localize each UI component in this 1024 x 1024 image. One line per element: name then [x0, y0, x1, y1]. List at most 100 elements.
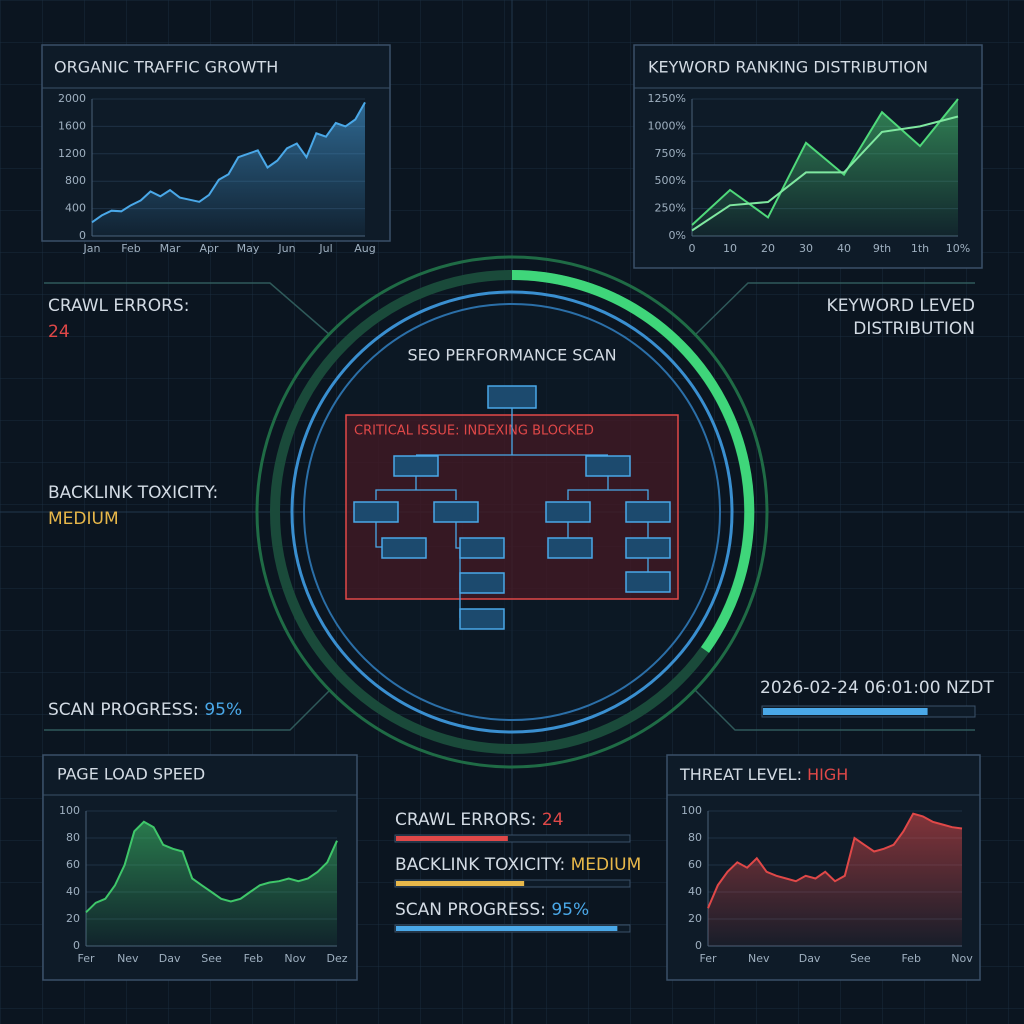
- summary-value: 95%: [551, 900, 589, 920]
- x-tick-label: 1th: [911, 242, 929, 255]
- y-tick-label: 60: [688, 858, 702, 871]
- status-label: SCAN PROGRESS:: [48, 700, 199, 720]
- line: [691, 98, 959, 226]
- y-tick-label: 750%: [655, 147, 686, 160]
- x-tick-label: May: [237, 242, 260, 255]
- x-tick-label: Feb: [901, 952, 920, 965]
- blue-ring: [290, 290, 734, 734]
- center-title: SEO PERFORMANCE SCAN: [407, 346, 616, 365]
- x-tick-label: Nev: [117, 952, 139, 965]
- status-label: CRAWL ERRORS:: [48, 296, 189, 316]
- status-value: 24: [48, 322, 70, 342]
- y-tick-label: 60: [66, 858, 80, 871]
- x-tick-label: Jul: [318, 242, 332, 255]
- site-tree: [353, 385, 671, 630]
- x-tick-label: Dez: [326, 952, 347, 965]
- x-tick-label: 10: [723, 242, 737, 255]
- y-tick-label: 1000%: [648, 119, 686, 132]
- x-tick-label: 9th: [873, 242, 891, 255]
- y-tick-label: 800: [65, 174, 86, 187]
- y-tick-label: 250%: [655, 202, 686, 215]
- leader-lines: [44, 282, 975, 731]
- area: [708, 813, 962, 946]
- panel-title-value: HIGH: [807, 765, 848, 784]
- y-tick-label: 1600: [58, 119, 86, 132]
- outer-ring: [255, 255, 769, 769]
- y-tick-label: 100: [59, 804, 80, 817]
- x-tick-label: Nov: [951, 952, 973, 965]
- summary-fill: [396, 926, 618, 931]
- status-line: SCAN PROGRESS: 95%: [48, 700, 242, 720]
- y-tick-label: 20: [688, 912, 702, 925]
- summary-label: BACKLINK TOXICITY:: [395, 855, 565, 875]
- x-tick-label: Jun: [277, 242, 295, 255]
- x-tick-label: Dav: [799, 952, 821, 965]
- x-tick-label: Aug: [354, 242, 375, 255]
- y-tick-label: 0: [79, 229, 86, 242]
- summary-label: CRAWL ERRORS:: [395, 810, 536, 830]
- x-tick-label: 10%: [946, 242, 970, 255]
- status-label: BACKLINK TOXICITY:: [48, 483, 218, 503]
- progress-fill: [763, 708, 928, 715]
- summary-line: BACKLINK TOXICITY: MEDIUM: [395, 855, 641, 875]
- y-tick-label: 80: [66, 831, 80, 844]
- panel-title: ORGANIC TRAFFIC GROWTH: [54, 58, 278, 77]
- x-tick-label: See: [850, 952, 871, 965]
- timestamp: 2026-02-24 06:01:00 NZDT: [760, 678, 994, 698]
- y-tick-label: 0: [695, 939, 702, 952]
- x-tick-label: Nev: [748, 952, 770, 965]
- x-tick-label: 0: [689, 242, 696, 255]
- line: [707, 812, 963, 909]
- panel-title: KEYWORD RANKING DISTRIBUTION: [648, 58, 928, 77]
- y-tick-label: 100: [681, 804, 702, 817]
- alert-text: CRITICAL ISSUE: INDEXING BLOCKED: [354, 424, 594, 439]
- summary-fill: [396, 836, 508, 841]
- x-tick-label: Feb: [244, 952, 263, 965]
- summary-line: SCAN PROGRESS: 95%: [395, 900, 589, 920]
- x-tick-label: Fer: [77, 952, 94, 965]
- status-value: 95%: [204, 700, 242, 720]
- panel-title: THREAT LEVEL: HIGH: [679, 765, 848, 784]
- y-tick-label: 40: [688, 885, 702, 898]
- x-tick-label: 40: [837, 242, 851, 255]
- x-tick-label: Mar: [160, 242, 181, 255]
- y-tick-label: 80: [688, 831, 702, 844]
- panel-title-label: THREAT LEVEL:: [679, 765, 802, 784]
- y-tick-label: 0: [73, 939, 80, 952]
- green-arc: [511, 269, 755, 653]
- x-tick-label: Feb: [121, 242, 140, 255]
- summary-line: CRAWL ERRORS: 24: [395, 810, 564, 830]
- summary-fill: [396, 881, 525, 886]
- y-tick-label: 40: [66, 885, 80, 898]
- y-tick-label: 0%: [669, 229, 686, 242]
- y-tick-label: 400: [65, 202, 86, 215]
- area: [92, 102, 365, 237]
- x-tick-label: Jan: [83, 242, 101, 255]
- x-tick-label: Dav: [159, 952, 181, 965]
- status-value: MEDIUM: [48, 509, 119, 529]
- panel-title: PAGE LOAD SPEED: [57, 765, 205, 784]
- x-tick-label: 30: [799, 242, 813, 255]
- y-tick-label: 1200: [58, 147, 86, 160]
- x-tick-label: 20: [761, 242, 775, 255]
- summary-value: 24: [542, 810, 564, 830]
- summary-track: [394, 834, 631, 843]
- summary-label: SCAN PROGRESS:: [395, 900, 546, 920]
- x-tick-label: Fer: [699, 952, 716, 965]
- area: [86, 821, 337, 946]
- x-tick-label: Apr: [199, 242, 219, 255]
- line: [691, 115, 959, 232]
- status-label: DISTRIBUTION: [853, 319, 975, 339]
- line: [85, 820, 338, 914]
- status-label: KEYWORD LEVED: [827, 296, 975, 316]
- y-tick-label: 2000: [58, 92, 86, 105]
- x-tick-label: See: [201, 952, 222, 965]
- x-tick-label: Nov: [284, 952, 306, 965]
- y-tick-label: 500%: [655, 174, 686, 187]
- line: [91, 101, 366, 224]
- y-tick-label: 20: [66, 912, 80, 925]
- y-tick-label: 1250%: [648, 92, 686, 105]
- area: [692, 99, 958, 236]
- summary-value: MEDIUM: [571, 855, 642, 875]
